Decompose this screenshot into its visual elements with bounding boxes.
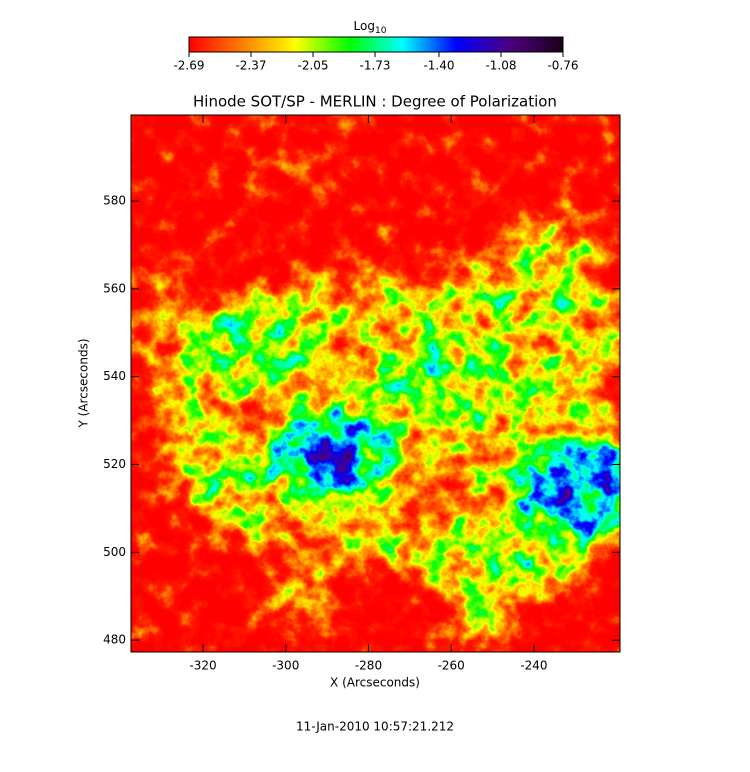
colorbar-tick-label: -2.37 <box>235 59 266 73</box>
plot-frame <box>130 114 621 653</box>
colorbar-tick-label: -1.73 <box>359 59 390 73</box>
colorbar-tick-label: -0.76 <box>547 59 578 73</box>
x-tick-label: -260 <box>438 659 465 673</box>
x-tick-label: -240 <box>520 659 547 673</box>
footer-timestamp: 11-Jan-2010 10:57:21.212 <box>296 720 454 734</box>
y-tick-label: 520 <box>103 457 126 471</box>
colorbar-tick-label: -1.08 <box>485 59 516 73</box>
colorbar-tick-label: -1.40 <box>423 59 454 73</box>
y-tick-label: 580 <box>103 194 126 208</box>
chart-title: Hinode SOT/SP - MERLIN : Degree of Polar… <box>193 93 557 111</box>
heatmap-image <box>131 115 620 652</box>
colorbar-title: Log10 <box>354 19 387 36</box>
y-axis-label: Y (Arcseconds) <box>77 338 91 428</box>
y-tick-label: 540 <box>103 369 126 383</box>
x-tick-label: -300 <box>272 659 299 673</box>
y-tick-label: 500 <box>103 545 126 559</box>
x-tick-label: -320 <box>189 659 216 673</box>
colorbar <box>188 36 564 53</box>
y-tick-label: 560 <box>103 281 126 295</box>
y-tick-label: 480 <box>103 633 126 647</box>
colorbar-tick-label: -2.05 <box>297 59 328 73</box>
x-axis-label: X (Arcseconds) <box>330 676 420 690</box>
x-tick-label: -280 <box>355 659 382 673</box>
colorbar-tick-label: -2.69 <box>173 59 204 73</box>
